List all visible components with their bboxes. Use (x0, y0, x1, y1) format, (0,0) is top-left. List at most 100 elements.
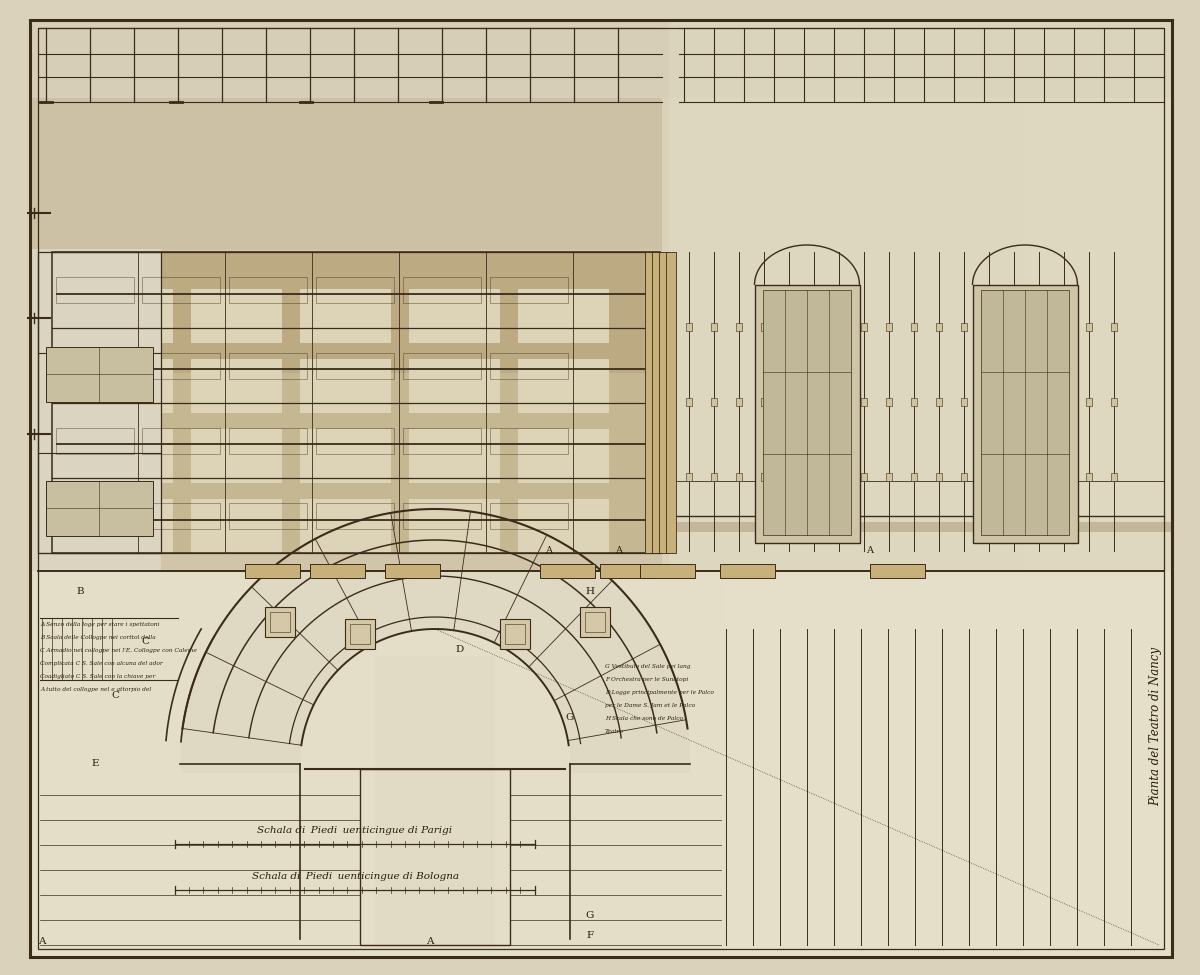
Bar (229, 353, 307, 379)
Bar (1061, 398, 1067, 406)
Text: A: A (866, 546, 874, 555)
Bar (142, 428, 220, 454)
Bar (640, 564, 695, 578)
Bar (761, 398, 767, 406)
Bar (1111, 323, 1117, 331)
Text: B: B (76, 587, 84, 596)
Bar (961, 473, 967, 481)
Bar (836, 323, 842, 331)
Bar (142, 353, 220, 379)
Text: G: G (566, 714, 574, 722)
Text: D: D (456, 644, 464, 653)
Bar (710, 473, 718, 481)
Bar (1010, 398, 1018, 406)
Text: Teatro: Teatro (605, 729, 624, 734)
Bar (316, 353, 394, 379)
Bar (403, 428, 481, 454)
Text: C Armadio nel collogpe nei l'E, Collogpe con Caleme: C Armadio nel collogpe nei l'E, Collogpe… (40, 648, 197, 653)
Bar (346, 619, 374, 649)
Text: C: C (112, 690, 119, 699)
Bar (490, 428, 568, 454)
Bar (911, 323, 917, 331)
Bar (886, 323, 892, 331)
Bar (500, 619, 530, 649)
Bar (1061, 473, 1067, 481)
Bar (403, 353, 481, 379)
Bar (56, 428, 134, 454)
Bar (490, 277, 568, 303)
Bar (736, 323, 742, 331)
Bar (245, 564, 300, 578)
Bar (862, 323, 866, 331)
Bar (1036, 473, 1042, 481)
Bar (761, 473, 767, 481)
Text: F Orchestra per le Sunatopi: F Orchestra per le Sunatopi (605, 677, 689, 682)
Bar (659, 252, 670, 553)
Text: A: A (38, 938, 46, 947)
Text: G: G (586, 911, 594, 919)
Bar (836, 473, 842, 481)
Bar (986, 323, 992, 331)
Bar (686, 323, 692, 331)
Bar (505, 624, 526, 644)
Bar (586, 612, 605, 632)
Text: per le Dame S. Jam et le Palco: per le Dame S. Jam et le Palco (605, 703, 695, 708)
Bar (600, 564, 655, 578)
Bar (1111, 473, 1117, 481)
Bar (56, 277, 134, 303)
Bar (38, 252, 161, 553)
Bar (229, 428, 307, 454)
Bar (1086, 473, 1092, 481)
Bar (961, 323, 967, 331)
Bar (736, 473, 742, 481)
Bar (229, 503, 307, 529)
Text: A Senzo della loge per stare i spettatoni: A Senzo della loge per stare i spettaton… (40, 622, 160, 627)
Bar (811, 398, 817, 406)
Bar (736, 398, 742, 406)
Bar (911, 398, 917, 406)
Bar (986, 473, 992, 481)
Bar (1036, 323, 1042, 331)
Bar (229, 277, 307, 303)
Bar (652, 252, 662, 553)
Bar (540, 564, 595, 578)
Bar (52, 252, 660, 553)
Bar (350, 624, 370, 644)
Bar (1010, 323, 1018, 331)
Bar (666, 252, 676, 553)
Bar (982, 290, 1069, 535)
Bar (316, 503, 394, 529)
Text: Pianta del Teatro di Nancy: Pianta del Teatro di Nancy (1150, 646, 1163, 805)
Bar (385, 564, 440, 578)
Text: Coadigliato C S. Sale con la chiave per: Coadigliato C S. Sale con la chiave per (40, 674, 155, 679)
Bar (811, 473, 817, 481)
Text: F: F (587, 930, 594, 940)
Bar (1111, 398, 1117, 406)
Bar (862, 473, 866, 481)
Bar (886, 398, 892, 406)
Text: A tutto del collogpe nel e attorpio del: A tutto del collogpe nel e attorpio del (40, 687, 151, 692)
Bar (56, 353, 134, 379)
Bar (786, 323, 792, 331)
Text: D Logge principalmente per le Palco: D Logge principalmente per le Palco (605, 690, 714, 695)
Bar (720, 564, 775, 578)
Bar (310, 564, 365, 578)
Bar (646, 252, 655, 553)
Text: Complicata C S. Sale con alcuna del ador: Complicata C S. Sale con alcuna del ador (40, 661, 163, 666)
Bar (886, 473, 892, 481)
Bar (1061, 323, 1067, 331)
Bar (862, 398, 866, 406)
Text: A: A (616, 546, 623, 555)
Bar (403, 503, 481, 529)
Bar (936, 323, 942, 331)
Bar (490, 353, 568, 379)
Text: H: H (586, 587, 594, 596)
Bar (142, 503, 220, 529)
Bar (986, 398, 992, 406)
Bar (46, 347, 154, 402)
Bar (316, 428, 394, 454)
Bar (811, 323, 817, 331)
Text: B Scala delle Collogpe nei corttol della: B Scala delle Collogpe nei corttol della (40, 635, 156, 640)
Bar (961, 398, 967, 406)
Text: A: A (426, 938, 433, 947)
